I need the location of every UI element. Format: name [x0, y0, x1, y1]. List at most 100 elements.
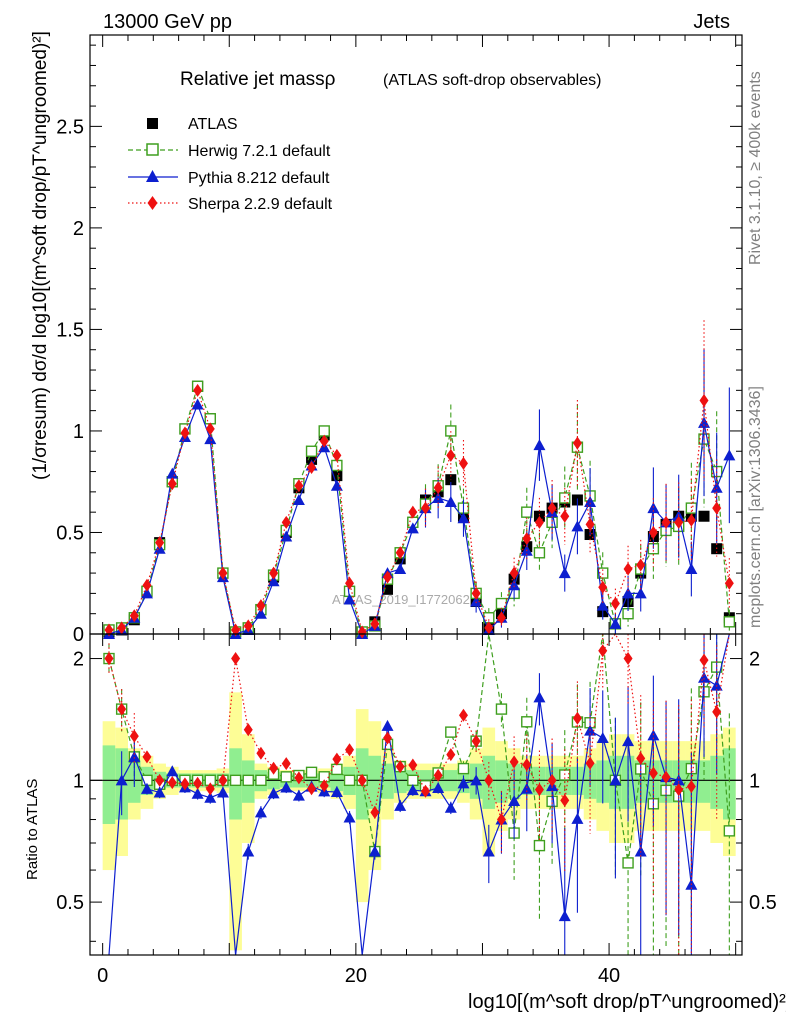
ratio-point-sherpa-22 [383, 731, 393, 745]
legend-label-pythia: Pythia 8.212 default [188, 170, 330, 187]
ratio-point-sherpa-3 [142, 750, 152, 764]
ratio-point-sherpa-35 [547, 773, 557, 787]
point-sherpa-22 [383, 570, 393, 584]
ratio-point-pythia-3 [140, 782, 153, 794]
mcplots-label: mcplots.cern.ch [arXiv:1306.3436] [747, 386, 764, 628]
point-sherpa-45 [674, 515, 684, 529]
point-pythia-39 [596, 599, 609, 611]
point-sherpa-43 [648, 525, 658, 539]
ratio-line-sherpa [108, 632, 730, 822]
point-pythia-12 [254, 607, 267, 619]
ratio-point-pythia-15 [292, 789, 305, 801]
legend-marker-pythia [146, 170, 159, 182]
ratio-point-sherpa-42 [636, 751, 646, 765]
point-sherpa-3 [142, 578, 152, 592]
ratio-point-sherpa-43 [648, 766, 658, 780]
point-sherpa-30 [484, 621, 494, 635]
legend-entry-sherpa: Sherpa 2.2.9 default [128, 196, 333, 213]
point-sherpa-26 [433, 481, 443, 495]
ratio-point-sherpa-11 [243, 723, 253, 737]
ratio-point-sherpa-19 [345, 743, 355, 757]
band-inner-47 [697, 760, 711, 803]
point-sherpa-47 [699, 393, 709, 407]
band-outer-10 [229, 692, 242, 951]
ratio-point-sherpa-10 [231, 652, 241, 666]
ratio-point-herwig-27 [445, 726, 457, 738]
point-sherpa-24 [408, 505, 418, 519]
legend-marker-herwig [146, 143, 159, 156]
point-sherpa-8 [205, 422, 215, 436]
point-sherpa-28 [458, 456, 468, 470]
ratio-point-pythia-39 [596, 731, 609, 743]
ratio-point-sherpa-1 [117, 702, 127, 716]
point-pythia-47 [698, 416, 711, 428]
ratio-point-sherpa-33 [522, 758, 532, 772]
point-pythia-13 [267, 575, 280, 587]
point-pythia-23 [394, 563, 407, 575]
point-sherpa-0 [104, 623, 114, 637]
point-pythia-48 [710, 481, 723, 493]
point-pythia-28 [457, 512, 470, 524]
legend-label-herwig: Herwig 7.2.1 default [188, 143, 331, 160]
ratio-point-sherpa-21 [370, 805, 380, 819]
point-sherpa-13 [269, 566, 279, 580]
point-pythia-15 [292, 493, 305, 505]
ratio-point-pythia-23 [394, 799, 407, 811]
ratio-point-sherpa-17 [319, 779, 329, 793]
ratio-point-herwig-24 [407, 774, 419, 787]
point-pythia-7 [191, 398, 204, 410]
ratio-tick-label-right-0.5: 0.5 [749, 892, 777, 914]
point-pythia-34 [533, 439, 546, 451]
x-tick-label-40: 40 [598, 965, 620, 987]
point-sherpa-35 [547, 501, 557, 515]
point-sherpa-16 [307, 460, 317, 474]
ratio-point-herwig-16 [305, 766, 318, 779]
ratio-point-sherpa-9 [218, 773, 228, 787]
point-pythia-36 [558, 567, 571, 579]
beam-label: 13000 GeV pp [103, 11, 232, 33]
point-herwig-18 [331, 459, 343, 472]
main-series-layer [102, 320, 736, 639]
ratio-point-sherpa-7 [193, 776, 203, 790]
ratio-point-sherpa-37 [572, 711, 582, 725]
ratio-point-herwig-31 [495, 703, 508, 715]
ratio-point-herwig-12 [255, 774, 267, 787]
point-sherpa-32 [509, 566, 519, 580]
ratio-point-herwig-49 [723, 825, 736, 837]
ratio-point-pythia-4 [153, 786, 166, 798]
ratio-point-herwig-11 [242, 774, 254, 787]
point-pythia-27 [444, 496, 457, 508]
point-sherpa-14 [281, 515, 291, 529]
point-pythia-14 [280, 530, 293, 542]
point-sherpa-19 [345, 576, 355, 590]
point-sherpa-27 [446, 448, 456, 462]
ratio-point-sherpa-47 [699, 653, 709, 667]
ratio-frame [89, 633, 743, 956]
point-sherpa-6 [180, 426, 190, 440]
ratio-point-pythia-36 [558, 910, 571, 922]
point-pythia-40 [609, 617, 622, 629]
y-tick-label-0: 0 [73, 624, 84, 646]
ratio-point-sherpa-8 [205, 782, 215, 796]
point-sherpa-23 [395, 546, 405, 560]
category-label: Jets [693, 11, 730, 33]
ratio-point-herwig-33 [521, 716, 533, 728]
ratio-point-sherpa-29 [471, 734, 481, 748]
ratio-point-sherpa-45 [674, 783, 684, 797]
legend-label-atlas: ATLAS [188, 116, 238, 133]
ratio-series-layer [90, 632, 742, 956]
point-sherpa-36 [560, 509, 570, 523]
chart-subtitle: (ATLAS soft-drop observables) [383, 72, 601, 89]
band-inner-31 [495, 760, 508, 803]
ratio-point-pythia-9 [216, 786, 229, 798]
y-tick-label-1.5: 1.5 [56, 319, 84, 341]
ratio-point-sherpa-14 [281, 757, 291, 771]
point-sherpa-46 [686, 513, 696, 527]
point-sherpa-4 [155, 536, 165, 550]
axes: 0 0.5 1 1.5 2 2.5 0 20 40 0.5 0.5 1 1 2 2 [56, 34, 777, 987]
ratio-point-pythia-5 [166, 765, 179, 777]
point-sherpa-42 [636, 558, 646, 572]
point-pythia-37 [571, 520, 584, 532]
ratio-point-pythia-33 [520, 782, 533, 794]
band-inner-49 [723, 748, 736, 820]
